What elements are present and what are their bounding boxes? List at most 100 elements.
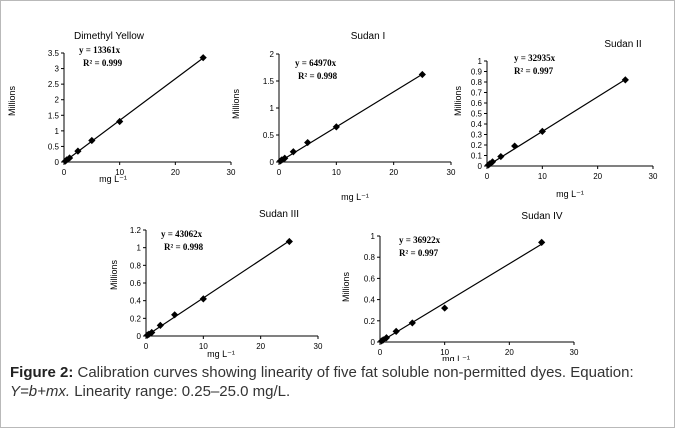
y-tick-label: 0.8 xyxy=(130,261,142,270)
x-axis-label: mg L⁻¹ xyxy=(556,189,584,199)
y-tick-label: 0.5 xyxy=(471,110,483,119)
x-tick-label: 30 xyxy=(227,168,236,177)
data-point xyxy=(392,327,400,335)
chart-title: Sudan I xyxy=(351,31,385,42)
data-point xyxy=(281,154,289,162)
y-tick-label: 0.8 xyxy=(364,253,376,262)
y-tick-label: 1 xyxy=(137,244,142,253)
x-tick-label: 10 xyxy=(115,168,124,177)
y-tick-label: 0 xyxy=(270,158,275,167)
data-point xyxy=(116,117,124,126)
data-point xyxy=(408,319,416,327)
y-axis-label: Millions xyxy=(231,89,241,120)
y-axis-label: Millions xyxy=(109,260,119,291)
x-axis-label: mg L⁻¹ xyxy=(207,349,235,359)
x-tick-label: 20 xyxy=(389,168,398,177)
r-squared: R² = 0.998 xyxy=(164,242,204,252)
data-point xyxy=(304,138,312,147)
regression-equation: y = 32935x xyxy=(514,53,556,63)
y-tick-label: 0.5 xyxy=(263,131,275,140)
y-tick-label: 2.5 xyxy=(48,80,60,89)
data-point xyxy=(285,237,293,246)
r-squared: R² = 0.999 xyxy=(83,58,123,68)
y-tick-label: 0.4 xyxy=(364,296,376,305)
y-tick-label: 0.2 xyxy=(471,141,483,150)
y-axis-label: Millions xyxy=(453,86,463,117)
data-point xyxy=(289,148,297,156)
x-tick-label: 0 xyxy=(277,168,282,177)
y-tick-label: 1 xyxy=(371,232,376,241)
data-point xyxy=(278,156,286,164)
y-tick-label: 0.6 xyxy=(471,99,483,108)
data-point xyxy=(171,311,179,319)
caption-text: Calibration curves showing linearity of … xyxy=(73,364,634,381)
r-squared: R² = 0.998 xyxy=(298,71,338,81)
data-point xyxy=(148,328,156,337)
caption-label: Figure 2: xyxy=(10,364,74,381)
data-point xyxy=(621,76,629,84)
x-tick-label: 30 xyxy=(314,342,323,351)
y-tick-label: 0.2 xyxy=(130,314,142,323)
x-tick-label: 0 xyxy=(144,342,149,351)
chart-panel-4: 0 0.2 0.4 0.6 0.8 1 1.2 0 10 20 30 Sudan III y = 430… xyxy=(109,209,323,359)
chart-title: Dimethyl Yellow xyxy=(74,31,145,42)
y-axis-label: Millions xyxy=(7,86,17,117)
y-tick-label: 1 xyxy=(270,104,275,113)
x-tick-label: 20 xyxy=(505,348,514,357)
data-point xyxy=(199,54,207,62)
data-point xyxy=(199,295,207,303)
y-tick-label: 0 xyxy=(55,158,60,167)
data-point xyxy=(488,158,497,166)
x-tick-label: 10 xyxy=(538,172,547,181)
y-tick-label: 3.5 xyxy=(48,49,60,58)
data-point xyxy=(441,304,449,312)
data-point xyxy=(74,147,82,155)
trendline xyxy=(379,243,542,343)
y-tick-label: 0 xyxy=(478,162,483,171)
trendline xyxy=(63,57,204,163)
data-point xyxy=(332,123,340,131)
x-tick-label: 0 xyxy=(485,172,490,181)
data-point xyxy=(65,154,74,162)
x-tick-label: 10 xyxy=(440,348,449,357)
y-tick-label: 0.5 xyxy=(48,142,60,151)
y-axis-label: Millions xyxy=(341,272,351,303)
y-tick-label: 0.4 xyxy=(471,120,483,129)
data-point xyxy=(538,127,546,135)
regression-equation: y = 36922x xyxy=(399,235,441,245)
x-tick-label: 0 xyxy=(62,168,67,177)
data-point xyxy=(88,136,96,145)
y-tick-label: 0.3 xyxy=(471,131,483,140)
y-tick-label: 1.5 xyxy=(263,77,275,86)
y-tick-label: 1 xyxy=(55,127,60,136)
y-tick-label: 2 xyxy=(270,50,275,59)
x-axis-label: mg L⁻¹ xyxy=(442,354,470,361)
chart-title: Sudan II xyxy=(604,39,641,50)
x-tick-label: 30 xyxy=(570,348,579,357)
y-tick-label: 0.4 xyxy=(130,297,142,306)
data-point xyxy=(511,142,519,150)
y-tick-label: 0 xyxy=(371,338,376,347)
regression-equation: y = 43062x xyxy=(161,229,203,239)
y-tick-label: 3 xyxy=(55,65,60,74)
x-tick-label: 0 xyxy=(378,348,383,357)
y-tick-label: 0.6 xyxy=(364,274,376,283)
data-point xyxy=(538,238,546,246)
y-tick-label: 0.1 xyxy=(471,152,483,161)
data-point xyxy=(418,70,426,79)
regression-equation: y = 64970x xyxy=(295,58,337,68)
y-tick-label: 1 xyxy=(478,57,483,66)
y-tick-label: 1.5 xyxy=(48,111,60,120)
trendline xyxy=(145,240,290,337)
x-tick-label: 30 xyxy=(447,168,456,177)
data-point xyxy=(497,152,505,161)
x-tick-label: 10 xyxy=(332,168,341,177)
y-tick-label: 1.2 xyxy=(130,226,142,235)
chart-title: Sudan III xyxy=(259,209,299,220)
x-tick-label: 20 xyxy=(171,168,180,177)
chart-panel-3: 00.10.20.30.40.50.60.70.80.910 10 20 30Suda… xyxy=(453,39,658,199)
